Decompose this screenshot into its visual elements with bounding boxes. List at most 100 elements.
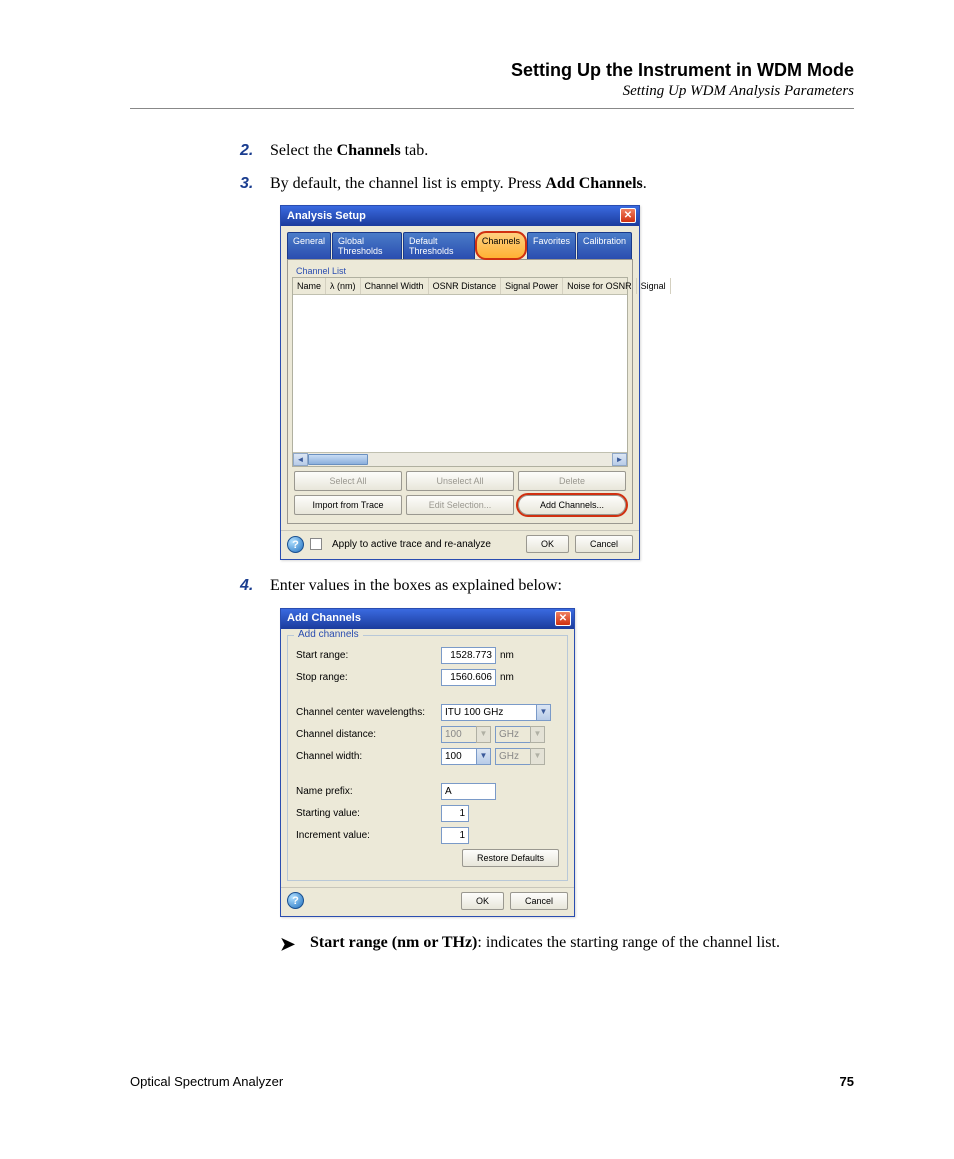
restore-defaults-button[interactable]: Restore Defaults	[462, 849, 559, 867]
channel-list-label: Channel List	[296, 266, 628, 276]
increment-value-label: Increment value:	[296, 830, 441, 841]
col-noise-for-osnr[interactable]: Noise for OSNR	[563, 278, 637, 294]
fieldset-legend: Add channels	[294, 629, 363, 640]
step-text: tab.	[401, 142, 429, 159]
col-signal[interactable]: Signal	[637, 278, 671, 294]
chevron-down-icon[interactable]: ▼	[536, 704, 551, 721]
name-prefix-label: Name prefix:	[296, 786, 441, 797]
ccw-select[interactable]: ▼	[441, 704, 551, 721]
scroll-right-icon[interactable]: ►	[612, 453, 627, 466]
chapter-title: Setting Up the Instrument in WDM Mode	[130, 60, 854, 81]
unselect-all-button[interactable]: Unselect All	[406, 471, 514, 491]
step-number: 2.	[240, 139, 270, 162]
stop-range-input[interactable]	[441, 669, 496, 686]
bullet-icon: ➤	[280, 931, 310, 957]
scroll-track[interactable]	[308, 453, 612, 466]
delete-button[interactable]: Delete	[518, 471, 626, 491]
titlebar[interactable]: Add Channels ✕	[281, 609, 574, 629]
dialog-title: Analysis Setup	[287, 210, 366, 222]
help-icon[interactable]: ?	[287, 892, 304, 909]
close-icon[interactable]: ✕	[620, 208, 636, 223]
cw-value[interactable]	[441, 748, 476, 765]
tab-default-thresholds[interactable]: Default Thresholds	[403, 232, 475, 259]
header-divider	[130, 108, 854, 109]
cd-unit-select: ▼	[495, 726, 545, 743]
start-range-input[interactable]	[441, 647, 496, 664]
step-text: .	[643, 175, 647, 192]
help-icon[interactable]: ?	[287, 536, 304, 553]
ccw-value[interactable]	[441, 704, 536, 721]
add-channels-button[interactable]: Add Channels...	[518, 495, 626, 515]
step-2: 2. Select the Channels tab.	[240, 139, 854, 162]
page-number: 75	[840, 1074, 854, 1089]
scroll-thumb[interactable]	[308, 454, 368, 465]
tab-channels[interactable]: Channels	[476, 232, 526, 259]
bullet-bold: Start range (nm or THz)	[310, 934, 477, 951]
add-channels-dialog: Add Channels ✕ Add channels Start range:…	[280, 608, 575, 917]
close-icon[interactable]: ✕	[555, 611, 571, 626]
tab-calibration[interactable]: Calibration	[577, 232, 632, 259]
tab-favorites[interactable]: Favorites	[527, 232, 576, 259]
scroll-left-icon[interactable]: ◄	[293, 453, 308, 466]
cd-label: Channel distance:	[296, 729, 441, 740]
stop-range-label: Stop range:	[296, 672, 441, 683]
cd-value	[441, 726, 476, 743]
col-name[interactable]: Name	[293, 278, 326, 294]
footer-product: Optical Spectrum Analyzer	[130, 1074, 283, 1089]
ccw-label: Channel center wavelengths:	[296, 707, 441, 718]
chevron-down-icon[interactable]: ▼	[476, 748, 491, 765]
start-range-label: Start range:	[296, 650, 441, 661]
bullet-item: ➤ Start range (nm or THz): indicates the…	[280, 931, 854, 957]
cancel-button[interactable]: Cancel	[510, 892, 568, 910]
col-lambda[interactable]: λ (nm)	[326, 278, 361, 294]
cancel-button[interactable]: Cancel	[575, 535, 633, 553]
col-signal-power[interactable]: Signal Power	[501, 278, 563, 294]
name-prefix-input[interactable]	[441, 783, 496, 800]
horizontal-scrollbar[interactable]: ◄ ►	[293, 452, 627, 466]
col-osnr-distance[interactable]: OSNR Distance	[429, 278, 502, 294]
step-number: 3.	[240, 172, 270, 195]
dialog-footer: ? Apply to active trace and re-analyze O…	[281, 530, 639, 559]
channel-list-table[interactable]: Name λ (nm) Channel Width OSNR Distance …	[292, 277, 628, 467]
chevron-down-icon: ▼	[476, 726, 491, 743]
tab-general[interactable]: General	[287, 232, 331, 259]
step-bold: Add Channels	[545, 175, 642, 192]
apply-label: Apply to active trace and re-analyze	[332, 539, 491, 550]
cw-value-select[interactable]: ▼	[441, 748, 491, 765]
select-all-button[interactable]: Select All	[294, 471, 402, 491]
analysis-setup-dialog: Analysis Setup ✕ General Global Threshol…	[280, 205, 640, 560]
tab-bar: General Global Thresholds Default Thresh…	[287, 232, 633, 259]
add-channels-fieldset: Add channels Start range: nm Stop range:…	[287, 635, 568, 881]
dialog-title: Add Channels	[287, 612, 361, 624]
cw-label: Channel width:	[296, 751, 441, 762]
import-from-trace-button[interactable]: Import from Trace	[294, 495, 402, 515]
ok-button[interactable]: OK	[526, 535, 569, 553]
step-bold: Channels	[337, 142, 401, 159]
starting-value-label: Starting value:	[296, 808, 441, 819]
ok-button[interactable]: OK	[461, 892, 504, 910]
cw-unit	[495, 748, 530, 765]
cd-value-select: ▼	[441, 726, 491, 743]
increment-value-input[interactable]	[441, 827, 469, 844]
step-3: 3. By default, the channel list is empty…	[240, 172, 854, 195]
tab-panel: Channel List Name λ (nm) Channel Width O…	[287, 259, 633, 524]
dialog-footer: ? OK Cancel	[281, 887, 574, 916]
stop-range-unit: nm	[500, 672, 514, 683]
tab-global-thresholds[interactable]: Global Thresholds	[332, 232, 402, 259]
titlebar[interactable]: Analysis Setup ✕	[281, 206, 639, 226]
column-headers: Name λ (nm) Channel Width OSNR Distance …	[293, 278, 627, 295]
step-text: Enter values in the boxes as explained b…	[270, 577, 562, 594]
cw-unit-select: ▼	[495, 748, 545, 765]
page-footer: Optical Spectrum Analyzer 75	[130, 1074, 854, 1089]
start-range-unit: nm	[500, 650, 514, 661]
step-text: Select the	[270, 142, 337, 159]
col-channel-width[interactable]: Channel Width	[361, 278, 429, 294]
section-title: Setting Up WDM Analysis Parameters	[130, 83, 854, 100]
cd-unit	[495, 726, 530, 743]
chevron-down-icon: ▼	[530, 748, 545, 765]
edit-selection-button[interactable]: Edit Selection...	[406, 495, 514, 515]
apply-checkbox[interactable]	[310, 538, 322, 550]
starting-value-input[interactable]	[441, 805, 469, 822]
bullet-text: : indicates the starting range of the ch…	[477, 934, 780, 951]
step-4: 4. Enter values in the boxes as explaine…	[240, 574, 854, 597]
